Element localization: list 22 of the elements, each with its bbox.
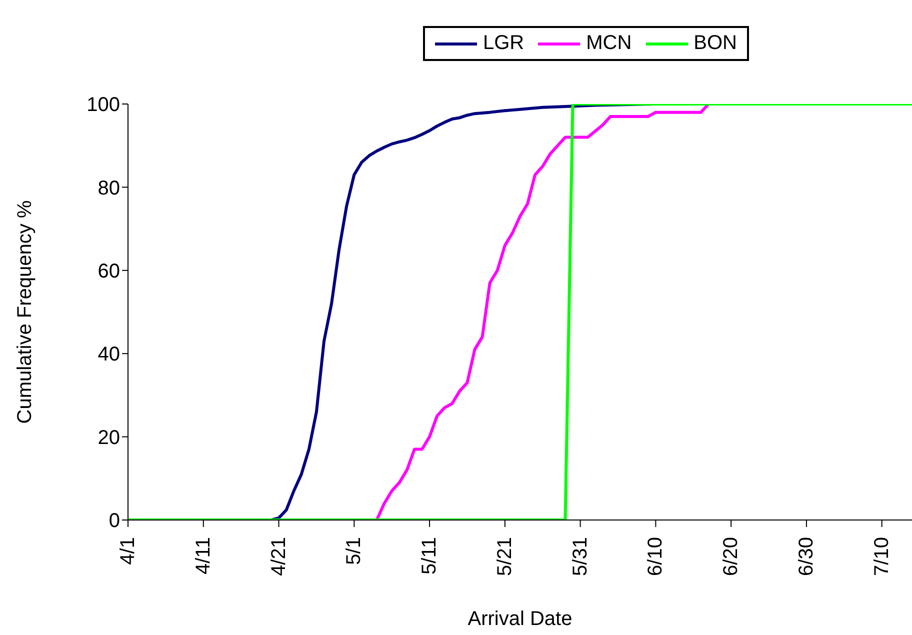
x-tick-label: 5/21	[494, 537, 516, 576]
y-tick-label: 100	[86, 94, 120, 116]
x-tick-label: 5/11	[418, 537, 441, 574]
x-axis-title: Arrival Date	[468, 608, 572, 630]
y-axis-title: Cumulative Frequency %	[14, 200, 36, 424]
y-tick-label: 20	[98, 426, 120, 449]
x-tick-label: 4/1	[117, 537, 139, 565]
x-tick-label: 6/30	[795, 537, 818, 576]
x-tick-label: 4/21	[268, 537, 290, 576]
x-tick-label: 6/20	[720, 537, 742, 576]
x-tick-label: 7/10	[870, 537, 893, 576]
legend-label: BON	[692, 32, 737, 55]
x-tick-label: 5/31	[569, 537, 592, 576]
y-tick-label: 80	[98, 177, 120, 200]
x-tick-label: 6/10	[644, 537, 667, 576]
y-tick-label: 40	[98, 344, 120, 366]
legend-label: MCN	[585, 32, 632, 55]
y-tick-label: 0	[108, 510, 120, 532]
y-tick-label: 60	[98, 260, 120, 282]
x-tick-label: 5/1	[343, 537, 366, 565]
legend-label: LGR	[482, 32, 524, 55]
x-tick-label: 4/11	[192, 537, 214, 574]
